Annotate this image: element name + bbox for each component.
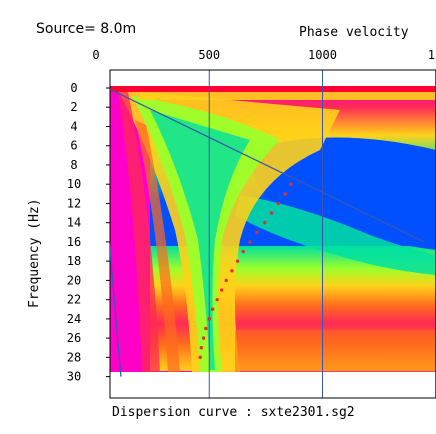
dispersion-point	[215, 297, 219, 302]
picked-dispersion-curve	[198, 182, 293, 360]
caption: Dispersion curve : sxte2301.sg2	[112, 405, 355, 420]
x-tick-labels: 0 500 1000 150	[92, 48, 436, 62]
x-axis-title: Phase velocity	[299, 25, 409, 40]
dispersion-point	[235, 259, 240, 263]
dispersion-point	[241, 249, 245, 254]
y-tick-label: 28	[67, 350, 81, 364]
plot-frame	[109, 69, 436, 399]
y-tick-label: 6	[70, 139, 77, 153]
dispersion-point	[207, 317, 211, 321]
y-tick-label: 8	[70, 158, 77, 172]
x-tick-label: 150	[428, 48, 436, 62]
dispersion-point	[204, 326, 208, 331]
dispersion-point	[289, 182, 293, 186]
dispersion-point	[269, 211, 274, 215]
dispersion-point	[248, 240, 252, 244]
y-tick-label: 2	[70, 100, 77, 114]
overlay-line	[110, 88, 425, 243]
source-label: Source= 8.0m	[36, 21, 136, 37]
y-tick-label: 14	[67, 216, 81, 230]
overlay-line	[110, 242, 122, 377]
y-tick-label: 12	[67, 196, 81, 210]
y-tick-label: 24	[67, 312, 81, 326]
y-tick-label: 20	[67, 273, 81, 287]
dispersion-point	[276, 201, 281, 206]
y-tick-label: 0	[70, 81, 77, 95]
dispersion-point	[263, 220, 267, 225]
dispersion-point	[199, 346, 204, 350]
dispersion-point	[201, 336, 206, 340]
dispersion-point	[230, 269, 234, 273]
y-tick-label: 26	[67, 331, 81, 345]
x-tick-label: 500	[198, 48, 220, 62]
heatmap	[110, 70, 436, 398]
dispersion-point	[198, 355, 202, 360]
y-tick-label: 4	[70, 119, 77, 133]
dispersion-point	[220, 288, 224, 292]
y-tick-label: 16	[67, 235, 81, 249]
x-tick-label: 1000	[308, 48, 337, 62]
dispersion-point	[224, 278, 228, 283]
overlay-lines	[110, 88, 425, 377]
x-tick-label: 0	[92, 48, 99, 62]
y-tick-label: 10	[67, 177, 81, 191]
y-tick-label: 22	[67, 293, 81, 307]
dispersion-point	[283, 192, 287, 196]
dispersion-point	[255, 230, 259, 234]
y-tick-label: 30	[67, 370, 81, 384]
y-tick-label: 18	[67, 254, 81, 268]
y-axis-title: Frequency (Hz)	[27, 198, 42, 308]
dispersion-point	[210, 307, 215, 311]
